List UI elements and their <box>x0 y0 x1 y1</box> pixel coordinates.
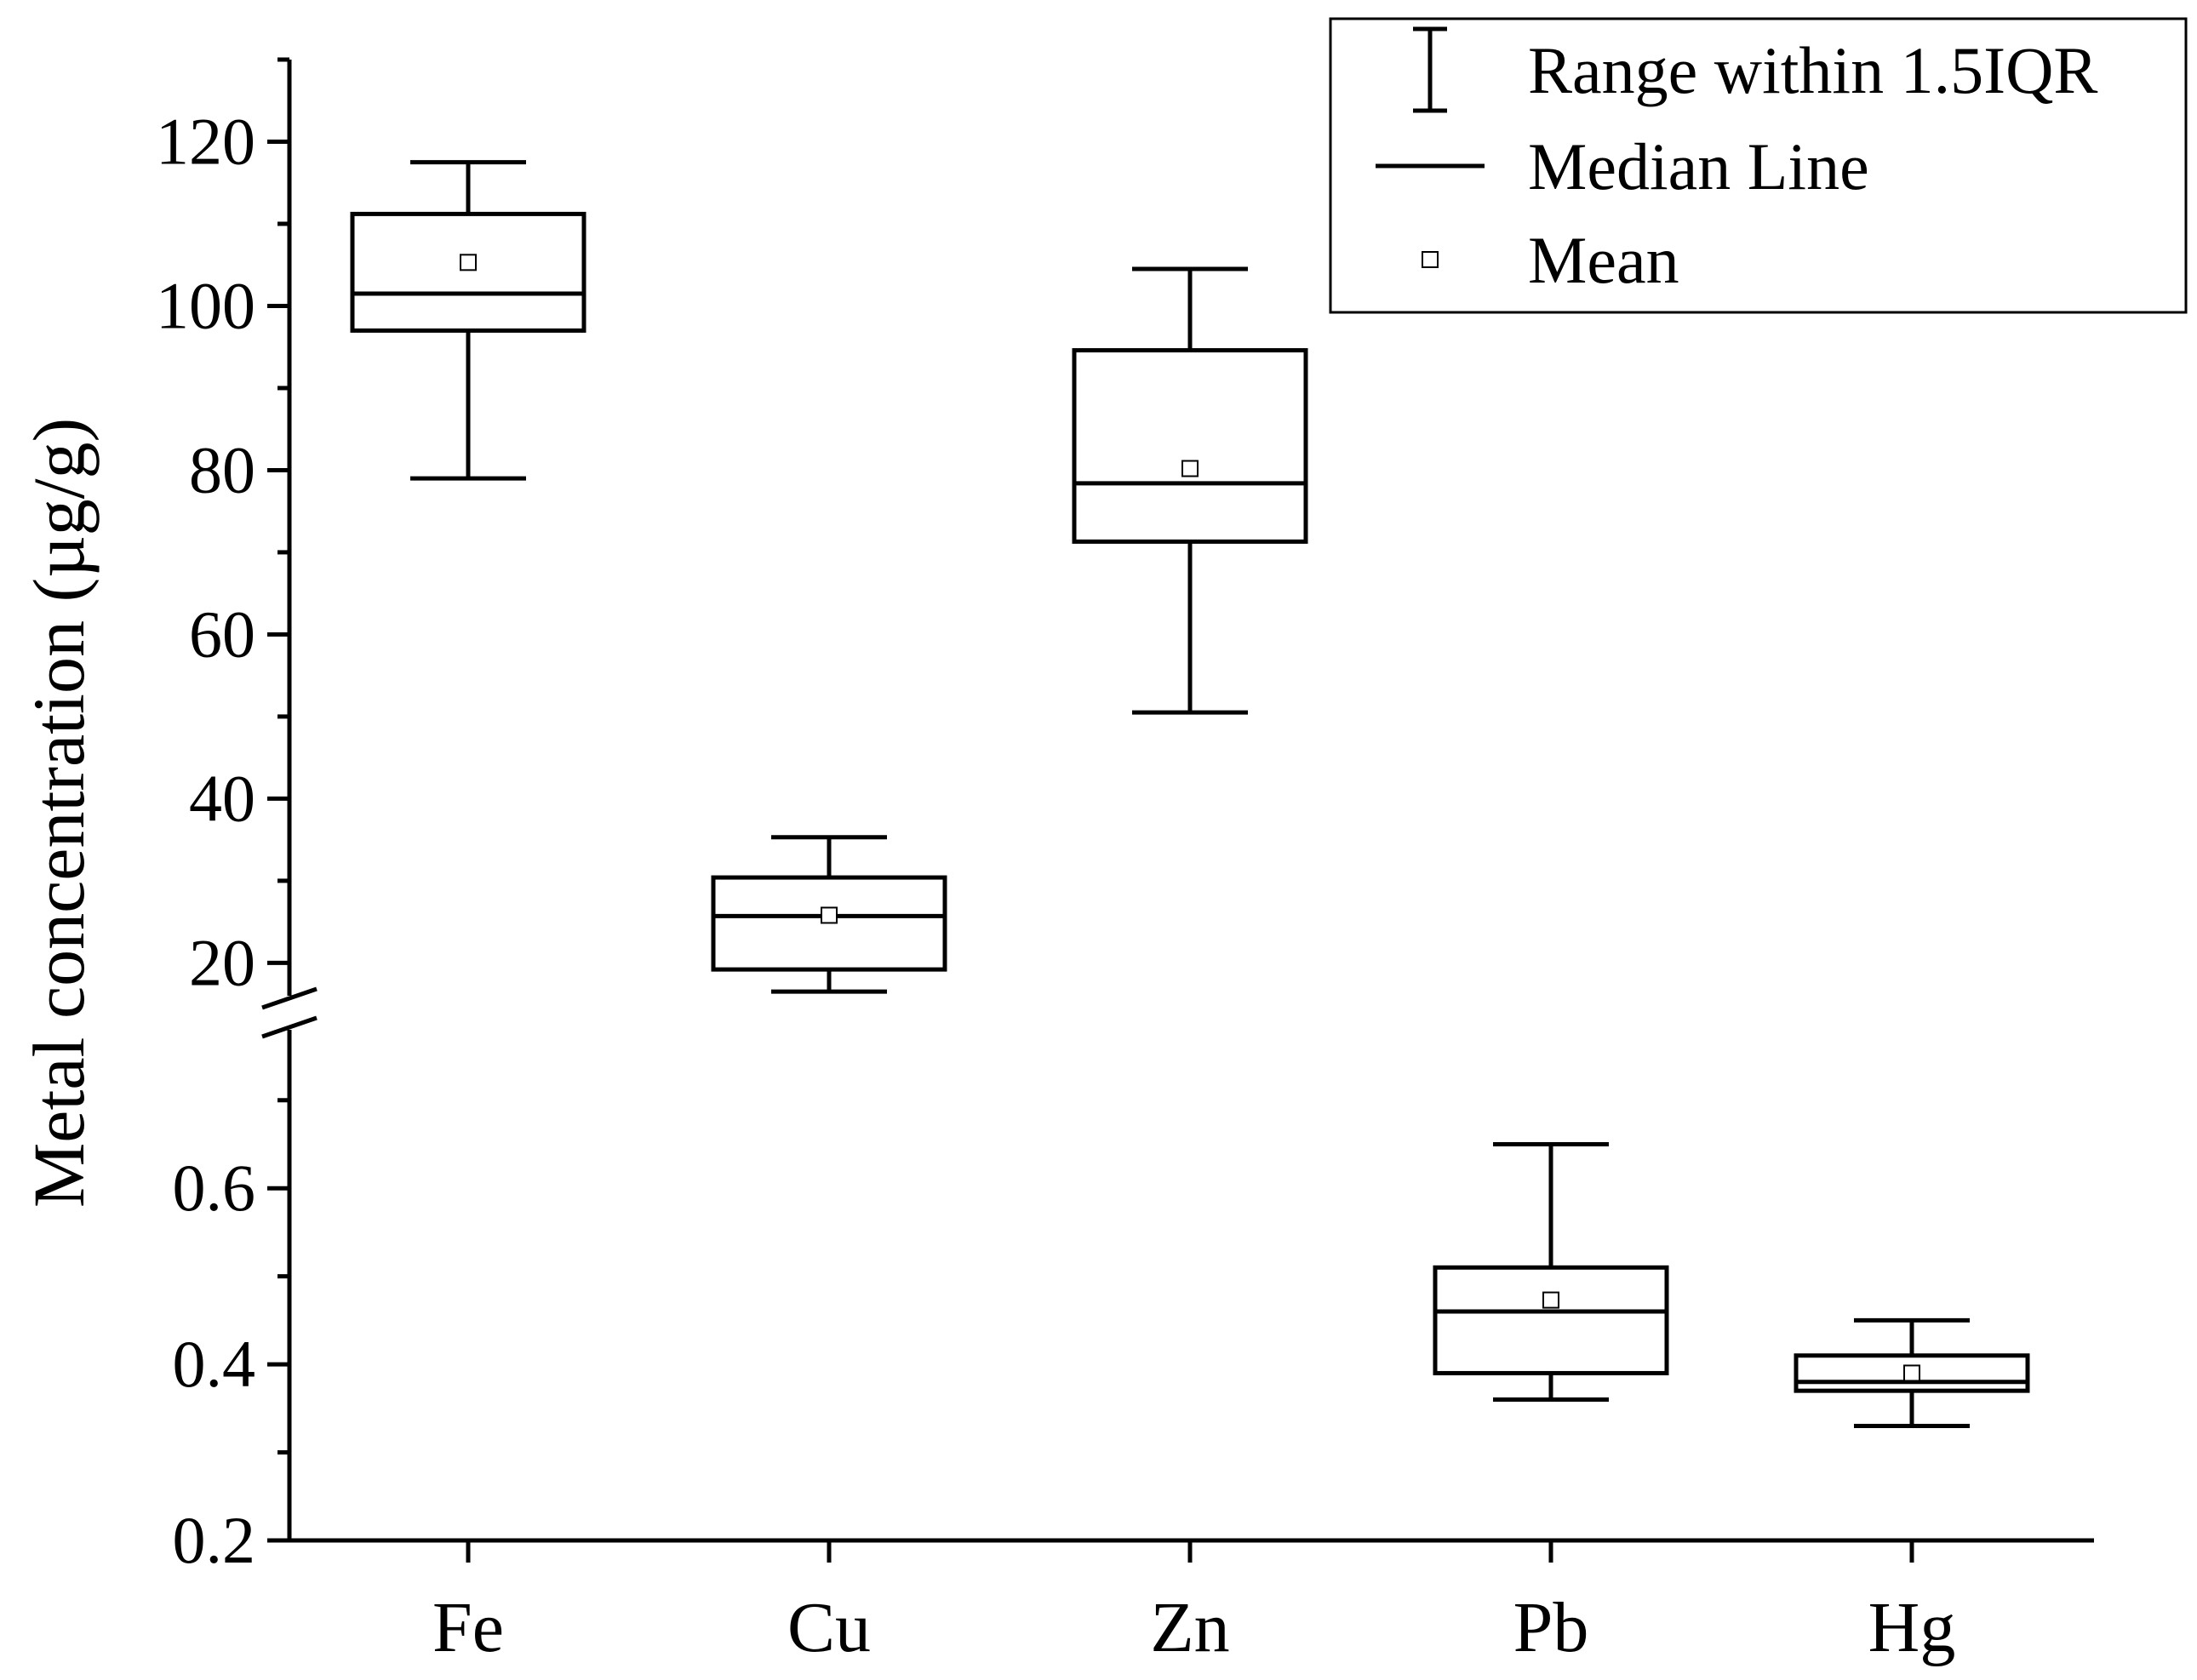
mean-marker <box>460 254 477 271</box>
y-tick-label: 120 <box>156 104 255 178</box>
y-tick-label: 0.2 <box>173 1503 256 1577</box>
y-tick-label: 100 <box>156 268 255 342</box>
axis-break-mark <box>261 1015 318 1039</box>
axes: 20 40 60 80 100 120 0.2 0.4 0.6 Fe Cu Zn Pb Hg <box>156 57 2094 1667</box>
legend: Range within 1.5IQR Median Line Mean <box>1329 17 2188 314</box>
legend-label: Median Line <box>1528 129 1869 203</box>
mean-marker <box>1903 1364 1920 1382</box>
y-tick-label: 80 <box>189 432 255 506</box>
y-tick-label: 0.4 <box>173 1327 256 1401</box>
x-tick-label: Cu <box>787 1588 871 1667</box>
y-tick-label: 40 <box>189 761 255 835</box>
iqr-box <box>1433 1265 1669 1375</box>
x-tick-label: Zn <box>1150 1588 1229 1667</box>
x-tick-label: Hg <box>1868 1588 1956 1667</box>
x-tick-label: Fe <box>432 1588 504 1667</box>
box-zn <box>1072 266 1308 715</box>
mean-marker <box>1181 460 1199 477</box>
boxes <box>350 160 2030 1429</box>
iqr-box <box>1072 348 1308 544</box>
legend-mean-icon <box>1422 251 1439 268</box>
mean-marker <box>1542 1291 1559 1309</box>
mean-marker <box>821 906 838 924</box>
iqr-box <box>1794 1353 2030 1393</box>
box-hg <box>1794 1317 2030 1429</box>
axis-break-mark <box>261 986 318 1010</box>
y-tick-label: 0.6 <box>173 1151 256 1225</box>
y-tick-label: 20 <box>189 925 255 999</box>
iqr-box <box>350 211 586 333</box>
x-tick-label: Pb <box>1513 1588 1589 1667</box>
box-fe <box>350 160 586 481</box>
box-pb <box>1433 1141 1669 1402</box>
legend-label: Mean <box>1528 223 1679 297</box>
y-axis-title: Metal concentration (µg/g) <box>18 418 100 1208</box>
box-cu <box>711 835 947 994</box>
y-tick-label: 60 <box>189 597 255 671</box>
legend-label: Range within 1.5IQR <box>1528 33 2097 107</box>
